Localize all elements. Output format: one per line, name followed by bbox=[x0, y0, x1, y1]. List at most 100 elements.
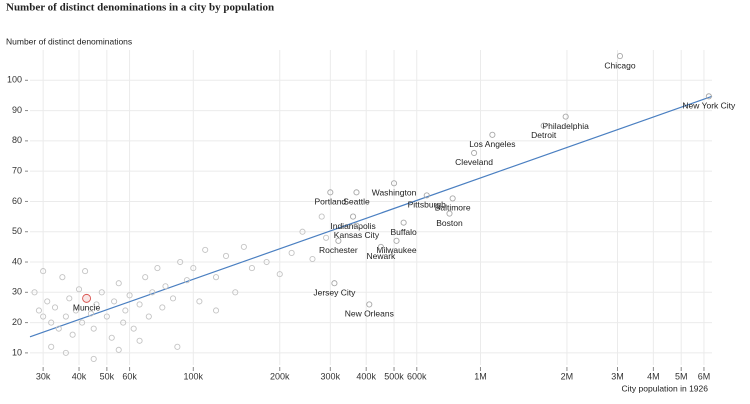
data-point bbox=[248, 265, 255, 272]
data-point bbox=[196, 298, 203, 305]
data-point bbox=[136, 337, 143, 344]
x-tick-label: 400k bbox=[356, 371, 376, 381]
data-point bbox=[353, 222, 360, 229]
y-tick-label: 40 bbox=[12, 256, 22, 266]
data-point bbox=[323, 234, 330, 241]
x-tick-label: 40k bbox=[72, 371, 87, 381]
data-point bbox=[48, 319, 55, 326]
data-point bbox=[145, 313, 152, 320]
data-point bbox=[82, 293, 92, 303]
data-point bbox=[202, 246, 209, 253]
data-point bbox=[393, 237, 400, 244]
data-point bbox=[705, 93, 712, 100]
data-point bbox=[130, 325, 137, 332]
x-tick-label: 3M bbox=[611, 371, 624, 381]
data-point bbox=[48, 343, 55, 350]
y-tick-label: 20 bbox=[12, 317, 22, 327]
chart-title: Number of distinct denominations in a ci… bbox=[6, 2, 274, 14]
data-point bbox=[331, 280, 338, 287]
point-label: Kansas City bbox=[334, 230, 380, 240]
x-tick-label: 50k bbox=[100, 371, 115, 381]
trend-line bbox=[29, 95, 713, 338]
data-point bbox=[31, 289, 38, 296]
x-tick-label: 30k bbox=[36, 371, 51, 381]
x-tick-label: 2M bbox=[561, 371, 574, 381]
point-label: Newark bbox=[366, 251, 396, 261]
data-point bbox=[136, 301, 143, 308]
y-axis-title: Number of distinct denominations bbox=[6, 36, 132, 46]
data-point bbox=[400, 219, 407, 226]
point-label: Cleveland bbox=[455, 157, 493, 167]
point-label: Los Angeles bbox=[469, 139, 515, 149]
data-point bbox=[90, 325, 97, 332]
data-point bbox=[115, 280, 122, 287]
data-point bbox=[69, 331, 76, 338]
point-label: Portland bbox=[314, 197, 346, 207]
data-point bbox=[377, 243, 384, 250]
data-point bbox=[72, 307, 79, 314]
point-label: Pittsburgh bbox=[408, 200, 447, 210]
data-point bbox=[44, 298, 51, 305]
data-point bbox=[240, 243, 247, 250]
x-tick-label: 5M bbox=[675, 371, 688, 381]
point-label: Washington bbox=[372, 188, 417, 198]
point-label: Seattle bbox=[343, 197, 370, 207]
point-label: New York City bbox=[682, 101, 736, 111]
data-point bbox=[183, 277, 190, 284]
point-label: Indianapolis bbox=[330, 221, 375, 231]
data-point bbox=[159, 304, 166, 311]
data-point bbox=[327, 189, 334, 196]
data-point bbox=[108, 334, 115, 341]
x-tick-label: 600k bbox=[407, 371, 427, 381]
data-point bbox=[40, 268, 47, 275]
data-point bbox=[390, 180, 398, 187]
y-tick-label: 80 bbox=[12, 135, 22, 145]
data-point bbox=[59, 274, 66, 281]
y-tick-label: 50 bbox=[12, 226, 22, 236]
data-point bbox=[154, 265, 161, 272]
x-tick-label: 300k bbox=[321, 371, 341, 381]
y-tick-label: 10 bbox=[12, 347, 22, 357]
point-label: Muncie bbox=[73, 303, 101, 313]
data-point bbox=[232, 289, 239, 296]
data-point bbox=[616, 53, 624, 60]
data-point bbox=[222, 252, 230, 260]
data-point bbox=[98, 289, 105, 296]
data-point bbox=[62, 349, 69, 356]
x-tick-label: 6M bbox=[698, 371, 711, 381]
data-point bbox=[212, 274, 220, 281]
point-label: New Orleans bbox=[345, 309, 394, 319]
data-point bbox=[87, 310, 94, 317]
x-tick-label: 60k bbox=[122, 371, 137, 381]
data-point bbox=[169, 295, 177, 302]
data-point bbox=[93, 301, 100, 308]
data-point bbox=[149, 289, 156, 296]
x-tick-label: 100k bbox=[184, 371, 204, 381]
data-point bbox=[51, 304, 59, 311]
x-tick-label: 500k bbox=[384, 371, 404, 381]
data-point bbox=[449, 195, 456, 202]
y-tick-label: 70 bbox=[12, 166, 22, 176]
y-tick-label: 90 bbox=[12, 105, 22, 115]
data-point bbox=[335, 237, 342, 244]
point-label: Buffalo bbox=[390, 227, 417, 237]
data-point bbox=[309, 255, 316, 263]
data-point bbox=[55, 325, 62, 332]
data-point bbox=[489, 131, 496, 138]
data-point bbox=[162, 283, 169, 290]
data-point bbox=[35, 307, 42, 314]
data-point bbox=[79, 319, 86, 326]
x-tick-label: 200k bbox=[270, 371, 290, 381]
data-point bbox=[174, 343, 181, 350]
data-point bbox=[366, 301, 373, 308]
y-tick-label: 100 bbox=[7, 75, 22, 85]
data-point bbox=[40, 313, 47, 320]
point-label: Philadelphia bbox=[543, 121, 590, 131]
data-point bbox=[299, 228, 306, 235]
point-label: Milwaukee bbox=[376, 245, 416, 255]
data-point bbox=[562, 113, 569, 120]
x-axis-title: City population in 1926 bbox=[622, 383, 709, 393]
point-label: Chicago bbox=[604, 60, 635, 70]
point-label: Baltimore bbox=[435, 203, 471, 213]
